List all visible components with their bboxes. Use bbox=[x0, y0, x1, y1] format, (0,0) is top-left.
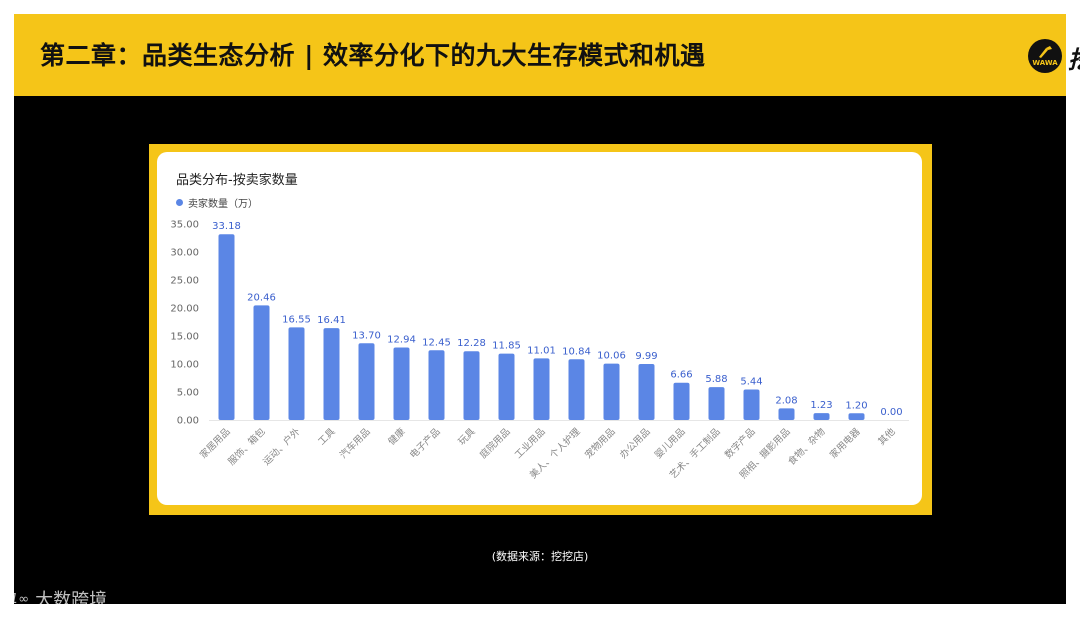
x-tick-label: 其他 bbox=[876, 425, 898, 447]
bar bbox=[218, 234, 235, 420]
data-label: 12.28 bbox=[457, 338, 486, 349]
bar bbox=[393, 347, 410, 420]
data-label: 5.88 bbox=[705, 374, 727, 385]
chart-title: 品类分布-按卖家数量 bbox=[176, 173, 298, 188]
bar bbox=[358, 343, 375, 420]
data-label: 16.55 bbox=[282, 314, 311, 325]
x-tick-label: 工具 bbox=[316, 426, 338, 448]
x-tick-label: 家用电器 bbox=[827, 425, 863, 461]
bar bbox=[463, 351, 480, 420]
data-label: 33.18 bbox=[212, 221, 241, 232]
data-label: 10.84 bbox=[562, 346, 591, 357]
data-label: 11.01 bbox=[527, 345, 556, 356]
x-tick-label: 电子产品 bbox=[407, 426, 442, 461]
data-source-note: (数据来源：挖挖店) bbox=[491, 550, 589, 563]
data-label: 12.94 bbox=[387, 335, 416, 346]
bar bbox=[533, 358, 550, 420]
y-tick-label: 20.00 bbox=[170, 304, 199, 315]
bar bbox=[673, 382, 690, 420]
y-tick-label: 5.00 bbox=[177, 388, 199, 399]
x-tick-label: 工业用品 bbox=[513, 426, 548, 461]
data-label: 13.70 bbox=[352, 330, 381, 341]
watermark-logo: 1∞ bbox=[10, 591, 30, 607]
page-title: 第二章：品类生态分析 | 效率分化下的九大生存模式和机遇 bbox=[40, 41, 706, 70]
x-tick-label: 食物、杂物 bbox=[786, 425, 828, 467]
data-label: 20.46 bbox=[247, 292, 276, 303]
bar bbox=[743, 389, 760, 420]
x-tick-label: 婴儿用品 bbox=[653, 426, 688, 461]
header-banner: 第二章：品类生态分析 | 效率分化下的九大生存模式和机遇 WAWA 挖挖店 bbox=[14, 14, 1080, 96]
legend-label: 卖家数量（万） bbox=[188, 199, 258, 210]
x-tick-label: 办公用品 bbox=[617, 426, 652, 461]
watermark-text: 大数跨境 bbox=[35, 590, 108, 611]
data-label: 11.85 bbox=[492, 341, 521, 352]
legend-marker bbox=[176, 199, 183, 206]
bar bbox=[848, 413, 865, 420]
data-label: 5.44 bbox=[740, 377, 762, 388]
bar bbox=[603, 363, 620, 420]
x-tick-label: 庭院用品 bbox=[477, 426, 512, 461]
x-tick-label: 运动、户外 bbox=[261, 425, 303, 467]
bar bbox=[498, 353, 515, 420]
data-label: 16.41 bbox=[317, 315, 346, 326]
x-tick-label: 数字产品 bbox=[722, 426, 757, 461]
bar bbox=[708, 387, 725, 420]
bar bbox=[778, 408, 795, 420]
chart-legend: 卖家数量（万） bbox=[176, 192, 258, 210]
bar-chart: 0.00 5.00 10.00 15.00 20.00 25.00 30.00 35.00 33… bbox=[170, 220, 909, 481]
x-tick-label: 健康 bbox=[386, 425, 408, 447]
y-tick-label: 35.00 bbox=[170, 220, 199, 231]
bar bbox=[638, 364, 655, 420]
bar bbox=[253, 305, 270, 420]
y-tick-label: 25.00 bbox=[170, 276, 199, 287]
brand-badge-icon: WAWA bbox=[1028, 39, 1062, 73]
data-label: 9.99 bbox=[635, 351, 657, 362]
y-tick-label: 15.00 bbox=[170, 332, 199, 343]
data-label: 2.08 bbox=[775, 395, 797, 406]
data-label: 1.20 bbox=[845, 400, 867, 411]
data-label: 0.00 bbox=[880, 407, 902, 418]
bar bbox=[323, 328, 340, 420]
bar bbox=[568, 359, 585, 420]
brand-name-main: 挖挖 bbox=[1068, 46, 1080, 74]
data-label: 6.66 bbox=[670, 370, 692, 381]
bar bbox=[288, 327, 305, 420]
data-label: 1.23 bbox=[810, 400, 832, 411]
data-label: 12.45 bbox=[422, 337, 451, 348]
chart-card: 品类分布-按卖家数量 卖家数量（万） 0.00 5.00 10.00 15.00 20.… bbox=[157, 152, 922, 505]
main-area: 品类分布-按卖家数量 卖家数量（万） 0.00 5.00 10.00 15.00 20.… bbox=[14, 96, 1066, 604]
y-tick-label: 10.00 bbox=[170, 360, 199, 371]
chart-frame: 品类分布-按卖家数量 卖家数量（万） 0.00 5.00 10.00 15.00 20.… bbox=[149, 144, 932, 515]
watermark: 1∞ 大数跨境 bbox=[10, 586, 108, 611]
x-tick-label: 家居用品 bbox=[197, 426, 232, 461]
x-tick-label: 汽车用品 bbox=[337, 426, 372, 461]
y-tick-label: 0.00 bbox=[177, 416, 199, 427]
x-tick-label: 宠物用品 bbox=[582, 426, 617, 461]
bar bbox=[813, 413, 830, 420]
x-tick-label: 玩具 bbox=[456, 426, 478, 448]
brand-name: 挖挖店 bbox=[1068, 40, 1080, 75]
data-label: 10.06 bbox=[597, 351, 626, 362]
bar bbox=[428, 350, 445, 420]
shovel-icon bbox=[1039, 46, 1052, 58]
brand-badge-text: WAWA bbox=[1032, 59, 1058, 67]
y-tick-label: 30.00 bbox=[170, 248, 199, 259]
